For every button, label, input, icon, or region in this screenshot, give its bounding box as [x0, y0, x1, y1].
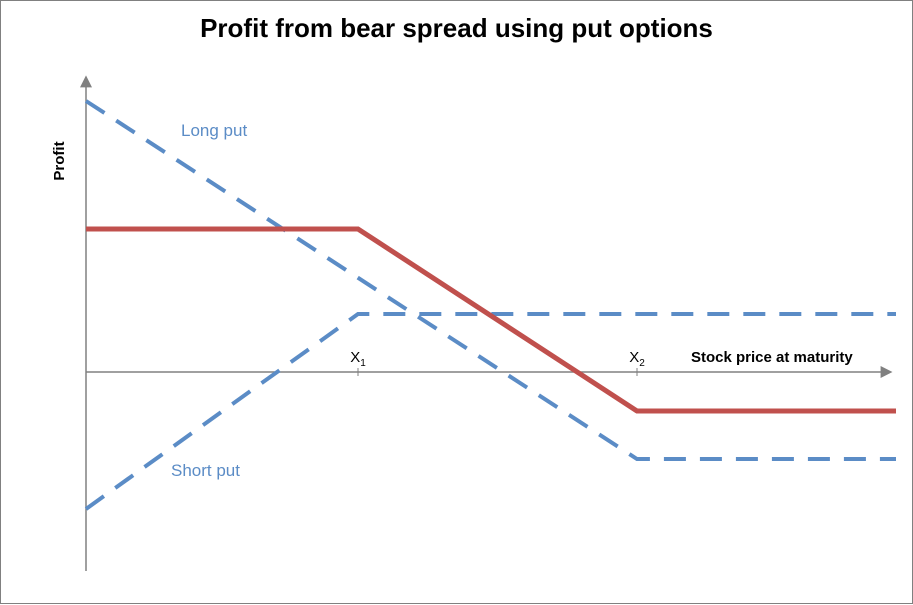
tick-labels: X1 X2: [350, 349, 645, 369]
series-group: [86, 101, 896, 509]
x-axis-label: Stock price at maturity: [691, 349, 853, 366]
tick-label-X1: X1: [350, 349, 366, 369]
chart-svg: Stock price at maturity Profit X1 X2 Long…: [1, 1, 913, 605]
chart-frame: Profit from bear spread using put option…: [0, 0, 913, 604]
tick-label-X2: X2: [629, 349, 645, 369]
y-axis-label: Profit: [51, 141, 68, 180]
series-long_put: [86, 101, 896, 459]
series-label-short_put: Short put: [171, 461, 240, 480]
series-label-long_put: Long put: [181, 121, 247, 140]
series-labels: Long put Short put: [171, 121, 247, 480]
series-bear_spread: [86, 229, 896, 411]
